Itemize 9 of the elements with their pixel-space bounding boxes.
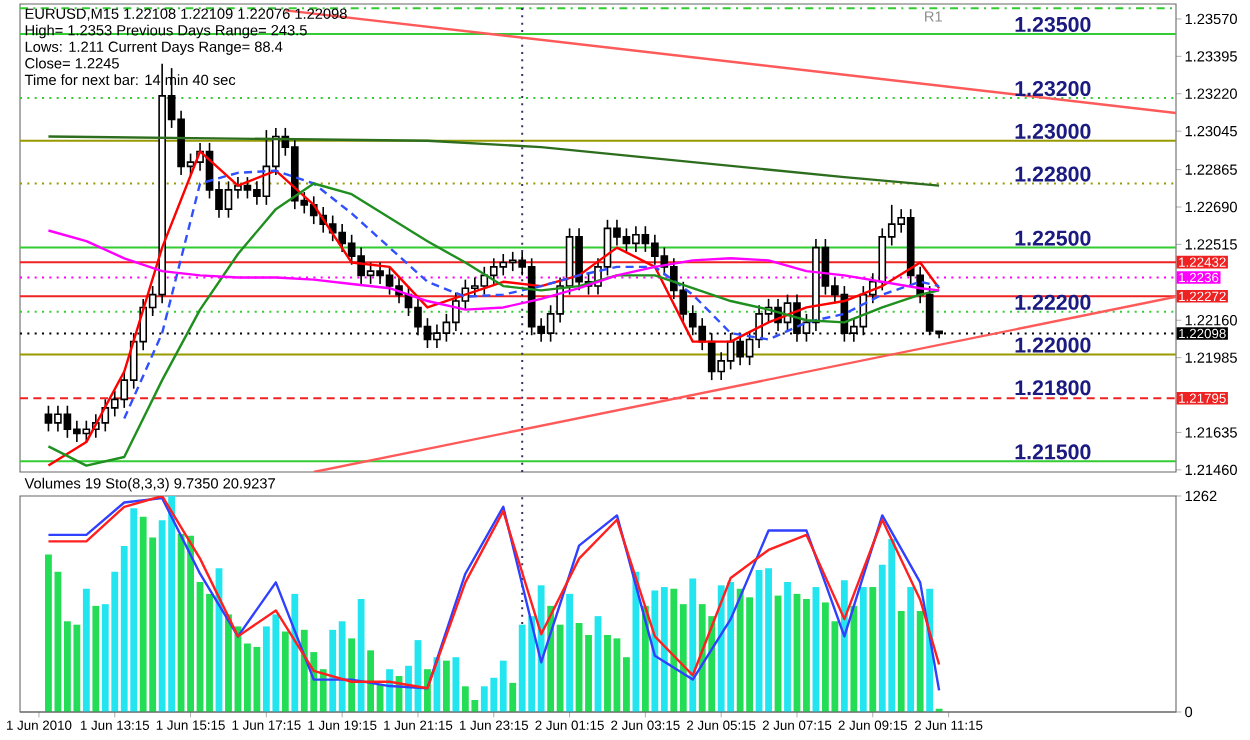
annotation: 1.22000 [1015, 337, 1091, 353]
annotation: 1.23000 [1015, 123, 1091, 139]
annotation: 1.22800 [1015, 166, 1091, 182]
annotation: 1.23200 [1015, 81, 1091, 97]
annotation: 1.22500 [1015, 230, 1091, 246]
annotation: 1.22200 [1015, 294, 1091, 310]
annotation: 1.21500 [1015, 444, 1091, 460]
annotation: 1.23500 [1015, 16, 1091, 33]
annotation: 1.21800 [1015, 380, 1091, 396]
